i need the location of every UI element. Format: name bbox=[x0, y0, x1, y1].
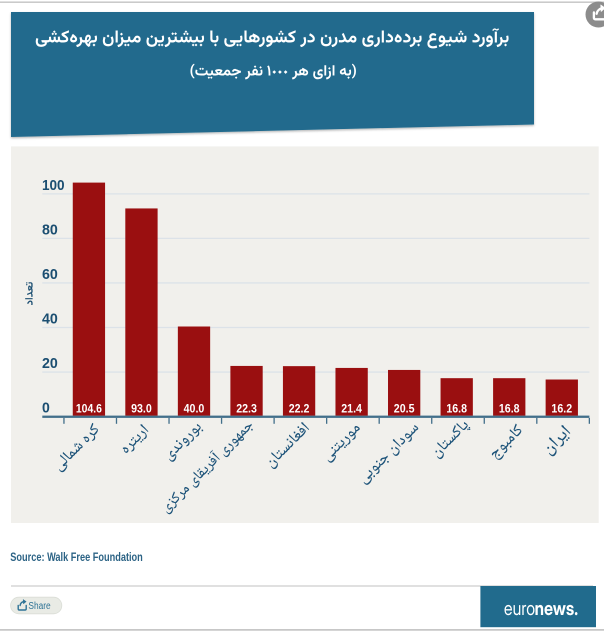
svg-text:21.4: 21.4 bbox=[341, 402, 362, 416]
svg-text:Source: Walk Free Foundation: Source: Walk Free Foundation bbox=[10, 550, 143, 564]
svg-text:16.8: 16.8 bbox=[446, 402, 467, 416]
svg-text:40.0: 40.0 bbox=[184, 402, 205, 416]
svg-text:20.5: 20.5 bbox=[394, 402, 415, 416]
svg-text:100: 100 bbox=[42, 178, 65, 194]
svg-text:60: 60 bbox=[42, 267, 58, 283]
svg-text:40: 40 bbox=[42, 312, 58, 328]
svg-text:80: 80 bbox=[42, 222, 58, 238]
svg-text:0: 0 bbox=[42, 401, 50, 417]
svg-text:104.6: 104.6 bbox=[76, 402, 102, 416]
svg-text:Share: Share bbox=[28, 601, 51, 612]
svg-text:20: 20 bbox=[42, 356, 58, 372]
svg-text:22.2: 22.2 bbox=[289, 402, 310, 416]
svg-text:16.2: 16.2 bbox=[551, 402, 572, 416]
svg-text:16.8: 16.8 bbox=[499, 402, 520, 416]
svg-text:93.0: 93.0 bbox=[131, 402, 152, 416]
svg-text:22.3: 22.3 bbox=[236, 402, 257, 416]
